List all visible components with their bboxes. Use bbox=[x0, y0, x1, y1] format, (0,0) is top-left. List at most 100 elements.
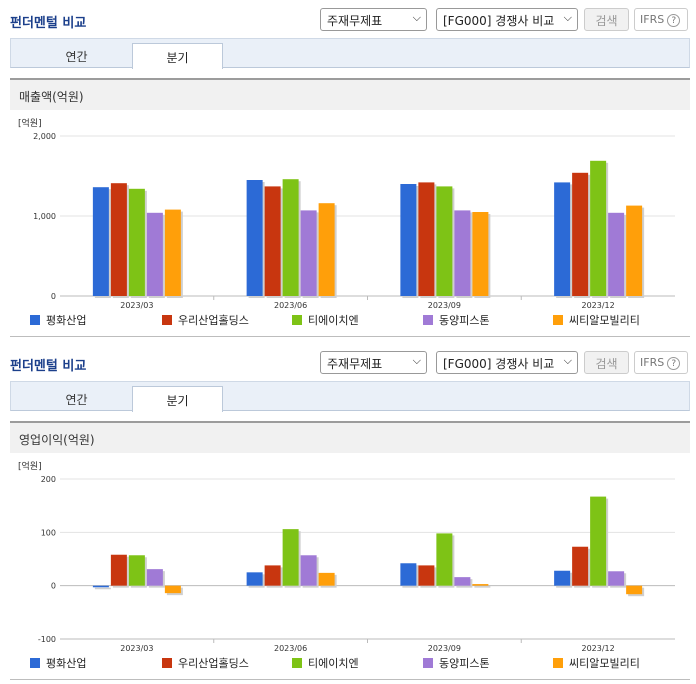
bar bbox=[110, 554, 127, 586]
bar bbox=[246, 180, 263, 296]
legend-label: 동양피스톤 bbox=[439, 314, 490, 327]
bar bbox=[282, 179, 299, 296]
panel-title: 펀더멘털 비교 bbox=[10, 16, 87, 31]
bar bbox=[300, 555, 317, 586]
bar bbox=[400, 563, 417, 586]
unit-label: [억원] bbox=[18, 460, 42, 472]
bar-shadow bbox=[94, 587, 111, 590]
y-tick-label: 0 bbox=[51, 292, 56, 301]
legend-label: 평화산업 bbox=[46, 314, 86, 327]
bar bbox=[146, 569, 163, 586]
ifrs-help-button[interactable]: IFRS? bbox=[634, 351, 688, 374]
chevron-down-icon: ⌵ bbox=[563, 11, 572, 24]
chevron-down-icon: ⌵ bbox=[412, 11, 421, 24]
tab-quarterly[interactable]: 분기 bbox=[132, 386, 223, 412]
chart-subtitle: 매출액(억원) bbox=[10, 78, 690, 110]
legend-label: 씨티알모빌리티 bbox=[569, 313, 640, 327]
statement-type-value: 주재무제표 bbox=[327, 14, 383, 28]
chevron-down-icon: ⌵ bbox=[412, 354, 421, 367]
legend-swatch bbox=[553, 658, 563, 668]
bar bbox=[300, 210, 317, 296]
bar bbox=[554, 570, 571, 586]
bar bbox=[454, 577, 471, 586]
chart-subtitle: 영업이익(억원) bbox=[10, 421, 690, 453]
legend-label: 우리산업홀딩스 bbox=[178, 314, 249, 327]
statement-type-select[interactable]: 주재무제표 ⌵ bbox=[320, 8, 427, 31]
tab-quarterly[interactable]: 분기 bbox=[132, 43, 223, 69]
legend-swatch bbox=[292, 658, 302, 668]
x-tick-label: 2023/03 bbox=[120, 301, 153, 310]
bar bbox=[246, 572, 263, 586]
peer-group-select[interactable]: [FG000] 경쟁사 비교 ⌵ bbox=[436, 8, 578, 31]
panel-title: 펀더멘털 비교 bbox=[10, 359, 87, 374]
legend-swatch bbox=[423, 315, 433, 325]
bar bbox=[626, 585, 643, 595]
bar bbox=[400, 184, 417, 296]
ifrs-label: IFRS bbox=[640, 13, 665, 26]
legend-label: 우리산업홀딩스 bbox=[178, 657, 249, 670]
legend-swatch bbox=[553, 315, 563, 325]
y-tick-label: 0 bbox=[51, 582, 56, 591]
bar bbox=[92, 187, 109, 296]
ifrs-label: IFRS bbox=[640, 356, 665, 369]
bar bbox=[92, 585, 109, 588]
bar bbox=[164, 209, 181, 296]
revenue-bar-chart: [억원] 0 1,000 2,000 2023/03 2023/06 2023/09 2023… bbox=[18, 117, 675, 327]
divider bbox=[10, 336, 690, 337]
statement-type-select[interactable]: 주재무제표 ⌵ bbox=[320, 351, 427, 374]
bar bbox=[608, 571, 625, 586]
x-tick-label: 2023/06 bbox=[274, 644, 307, 653]
statement-type-value: 주재무제표 bbox=[327, 357, 383, 371]
bar bbox=[128, 188, 145, 296]
bar bbox=[608, 212, 625, 296]
legend-label: 티에이치엔 bbox=[308, 657, 359, 670]
peer-group-select[interactable]: [FG000] 경쟁사 비교 ⌵ bbox=[436, 351, 578, 374]
bar bbox=[472, 212, 489, 296]
x-tick-label: 2023/09 bbox=[428, 301, 461, 310]
legend-swatch bbox=[162, 315, 172, 325]
tab-annual[interactable]: 연간 bbox=[65, 50, 88, 64]
legend-label: 동양피스톤 bbox=[439, 657, 490, 670]
y-tick-label: 1,000 bbox=[33, 212, 56, 221]
search-button[interactable]: 검색 bbox=[584, 8, 629, 31]
bar bbox=[146, 212, 163, 296]
bar bbox=[318, 572, 335, 586]
bar bbox=[418, 565, 435, 586]
x-tick-label: 2023/12 bbox=[582, 301, 615, 310]
period-tabs: 연간 분기 bbox=[10, 38, 690, 69]
peer-group-value: [FG000] 경쟁사 비교 bbox=[443, 357, 555, 371]
peer-group-value: [FG000] 경쟁사 비교 bbox=[443, 14, 555, 28]
legend-swatch bbox=[292, 315, 302, 325]
search-button[interactable]: 검색 bbox=[584, 351, 629, 374]
bar bbox=[626, 205, 643, 296]
bar bbox=[264, 565, 281, 586]
bar bbox=[264, 186, 281, 296]
bar bbox=[110, 183, 127, 296]
y-tick-label: -100 bbox=[38, 635, 56, 644]
x-tick-label: 2023/12 bbox=[582, 644, 615, 653]
legend-swatch bbox=[30, 658, 40, 668]
legend-swatch bbox=[162, 658, 172, 668]
ifrs-help-button[interactable]: IFRS? bbox=[634, 8, 688, 31]
period-tabs: 연간 분기 bbox=[10, 381, 690, 412]
x-tick-label: 2023/06 bbox=[274, 301, 307, 310]
bar bbox=[590, 160, 607, 296]
y-tick-label: 2,000 bbox=[33, 132, 56, 141]
unit-label: [억원] bbox=[18, 117, 42, 129]
bar bbox=[454, 210, 471, 296]
bar bbox=[436, 533, 453, 586]
legend-swatch bbox=[423, 658, 433, 668]
operating-income-bar-chart: [억원] -100 0 100 200 2023/03 2023/06 2023/09 2023… bbox=[18, 460, 675, 670]
bar bbox=[590, 496, 607, 586]
bar-shadow bbox=[474, 586, 491, 588]
bar bbox=[436, 186, 453, 296]
help-icon: ? bbox=[667, 14, 681, 27]
x-tick-label: 2023/03 bbox=[120, 644, 153, 653]
legend-label: 티에이치엔 bbox=[308, 314, 359, 327]
bar bbox=[418, 182, 435, 296]
tab-annual[interactable]: 연간 bbox=[65, 393, 88, 407]
bar bbox=[282, 529, 299, 586]
bar bbox=[572, 172, 589, 296]
divider bbox=[10, 679, 690, 680]
bar bbox=[472, 584, 489, 586]
